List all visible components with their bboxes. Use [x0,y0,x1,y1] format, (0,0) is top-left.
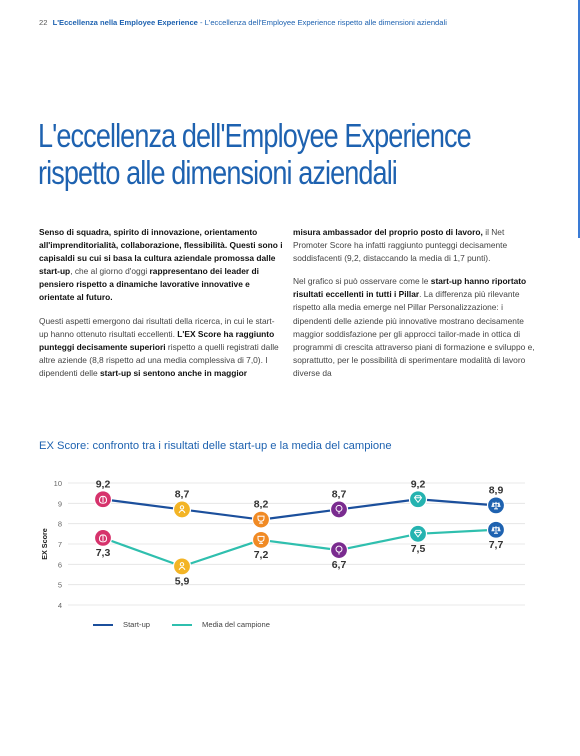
data-label-media: 7,3 [96,547,111,559]
data-label-media: 7,2 [254,549,269,561]
body-text: Questi aspetti emergono dai risultati de… [39,315,275,339]
page-title: L'eccellenza dell'Employee Experience ri… [38,117,538,191]
page-title-line-2: rispetto alle dimensioni aziendali [38,154,398,191]
y-tick-label: 9 [58,499,62,508]
header-section: L'Eccellenza nella Employee Experience [52,18,198,27]
data-label-media: 7,7 [489,539,504,551]
paragraph: Senso di squadra, spirito di innovazione… [39,226,283,305]
body-text: Nel grafico si può osservare come le [293,276,431,287]
data-point-startup [251,510,271,529]
data-point-media [329,540,349,560]
bold-text: L'EX Score ha raggiunto punteggi decisam… [39,328,275,352]
bold-text: rappresentano dei leader di pensiero ris… [39,266,259,303]
running-header: 22 L'Eccellenza nella Employee Experienc… [39,18,447,27]
body-text: . La differenza più rilevante rispetto a… [293,289,535,378]
data-point-media [251,530,271,550]
paragraph: Nel grafico si può osservare come le sta… [293,275,537,380]
data-label-startup: 8,7 [175,488,190,500]
body-text: il Net Promoter Score ha infatti raggiun… [293,227,508,264]
bold-text: Senso di squadra, spirito di innovazione… [39,227,283,277]
person-icon [178,562,186,571]
header-subsection: L'eccellenza dell'Employee Experience ri… [204,18,447,27]
legend-swatch-startup [93,623,113,626]
tree-icon [335,504,343,514]
data-point-media [408,524,428,543]
trophy-icon [257,535,265,544]
brain-icon [99,534,108,543]
legend-swatch-media [172,623,193,626]
bold-text: start-up si sentono anche in maggior [100,367,248,378]
data-label-startup: 9,2 [96,478,111,490]
diamond-icon [413,529,423,538]
person-icon [178,505,186,514]
y-axis-label: EX Score [40,528,49,560]
bold-text: misura ambassador del proprio posto di l… [293,227,483,237]
trophy-icon [257,515,265,524]
data-label-startup: 8,9 [489,484,504,496]
text-column-left: Senso di squadra, spirito di innovazione… [39,226,283,390]
data-label-startup: 8,2 [254,499,269,511]
data-label-media: 7,5 [411,543,426,555]
body-text: rispetto a quelli registrati dalle altre… [39,341,279,378]
legend-item-media: Media del campione [172,620,270,629]
chart-title: EX Score: confronto tra i risultati dell… [39,440,392,452]
series-line-startup [102,498,497,521]
data-point-startup [329,500,349,519]
chart-legend: Start-up Media del campione [93,620,270,629]
data-point-startup [408,490,428,509]
diamond-icon [413,495,423,504]
y-tick-label: 10 [54,479,62,488]
scale-icon [491,526,501,534]
body-text: , che al giorno d'oggi [70,266,150,277]
paragraph: misura ambassador del proprio posto di l… [293,226,537,265]
y-tick-label: 6 [58,560,62,569]
y-tick-label: 4 [58,601,62,610]
brain-icon [99,495,108,504]
page-edge-accent [578,0,580,238]
header-separator: - [197,18,205,27]
legend-item-startup: Start-up [93,620,150,629]
y-tick-label: 5 [58,581,62,590]
paragraph: Questi aspetti emergono dai risultati de… [39,315,283,380]
y-tick-label: 8 [58,520,62,529]
legend-label-media: Media del campione [202,620,270,629]
y-tick-label: 7 [58,540,62,549]
scale-icon [491,501,501,510]
bold-text: start-up hanno riportato risultati eccel… [293,276,527,300]
tree-icon [335,545,343,555]
data-label-startup: 9,2 [411,478,426,490]
page-number: 22 [39,18,48,27]
legend-label-startup: Start-up [123,620,151,629]
data-label-media: 5,9 [175,575,190,587]
page-title-line-1: L'eccellenza dell'Employee Experience [38,117,472,154]
data-label-startup: 8,7 [332,488,347,500]
series-line-media [102,528,497,568]
data-label-media: 6,7 [332,559,347,571]
text-column-right: misura ambassador del proprio posto di l… [293,226,537,390]
